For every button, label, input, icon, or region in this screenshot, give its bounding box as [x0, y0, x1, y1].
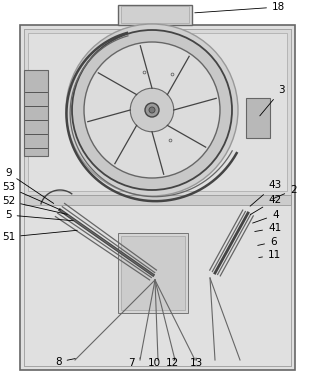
Circle shape: [72, 30, 232, 190]
Bar: [118, 5, 192, 25]
Text: 18: 18: [195, 2, 285, 13]
Bar: [24, 29, 291, 366]
Circle shape: [130, 88, 174, 132]
Text: 13: 13: [190, 358, 203, 368]
Bar: [20, 25, 295, 370]
Bar: [121, 236, 185, 310]
Circle shape: [145, 103, 159, 117]
Text: 53: 53: [2, 182, 60, 210]
Text: 9: 9: [5, 168, 54, 203]
Bar: [24, 195, 291, 205]
Text: 11: 11: [259, 250, 281, 260]
Text: 2: 2: [272, 185, 297, 199]
Circle shape: [84, 42, 220, 178]
Text: 6: 6: [258, 237, 276, 247]
Bar: [118, 233, 188, 313]
Bar: [246, 98, 270, 138]
Text: 43: 43: [250, 180, 281, 206]
Bar: [24, 29, 291, 195]
Circle shape: [149, 107, 155, 113]
Text: 4: 4: [253, 210, 279, 223]
Text: 3: 3: [260, 85, 285, 116]
Text: 5: 5: [5, 210, 73, 221]
Circle shape: [66, 24, 238, 196]
Bar: [24, 205, 291, 366]
Text: 42: 42: [250, 195, 281, 215]
Bar: [28, 33, 287, 191]
Text: 7: 7: [128, 358, 140, 368]
Text: 12: 12: [166, 358, 179, 368]
Text: 10: 10: [148, 358, 161, 368]
Text: 51: 51: [2, 230, 77, 242]
Bar: [121, 6, 189, 23]
Text: 41: 41: [255, 223, 281, 233]
Bar: [24, 70, 48, 156]
Text: 52: 52: [2, 196, 67, 215]
Text: 8: 8: [55, 357, 75, 367]
